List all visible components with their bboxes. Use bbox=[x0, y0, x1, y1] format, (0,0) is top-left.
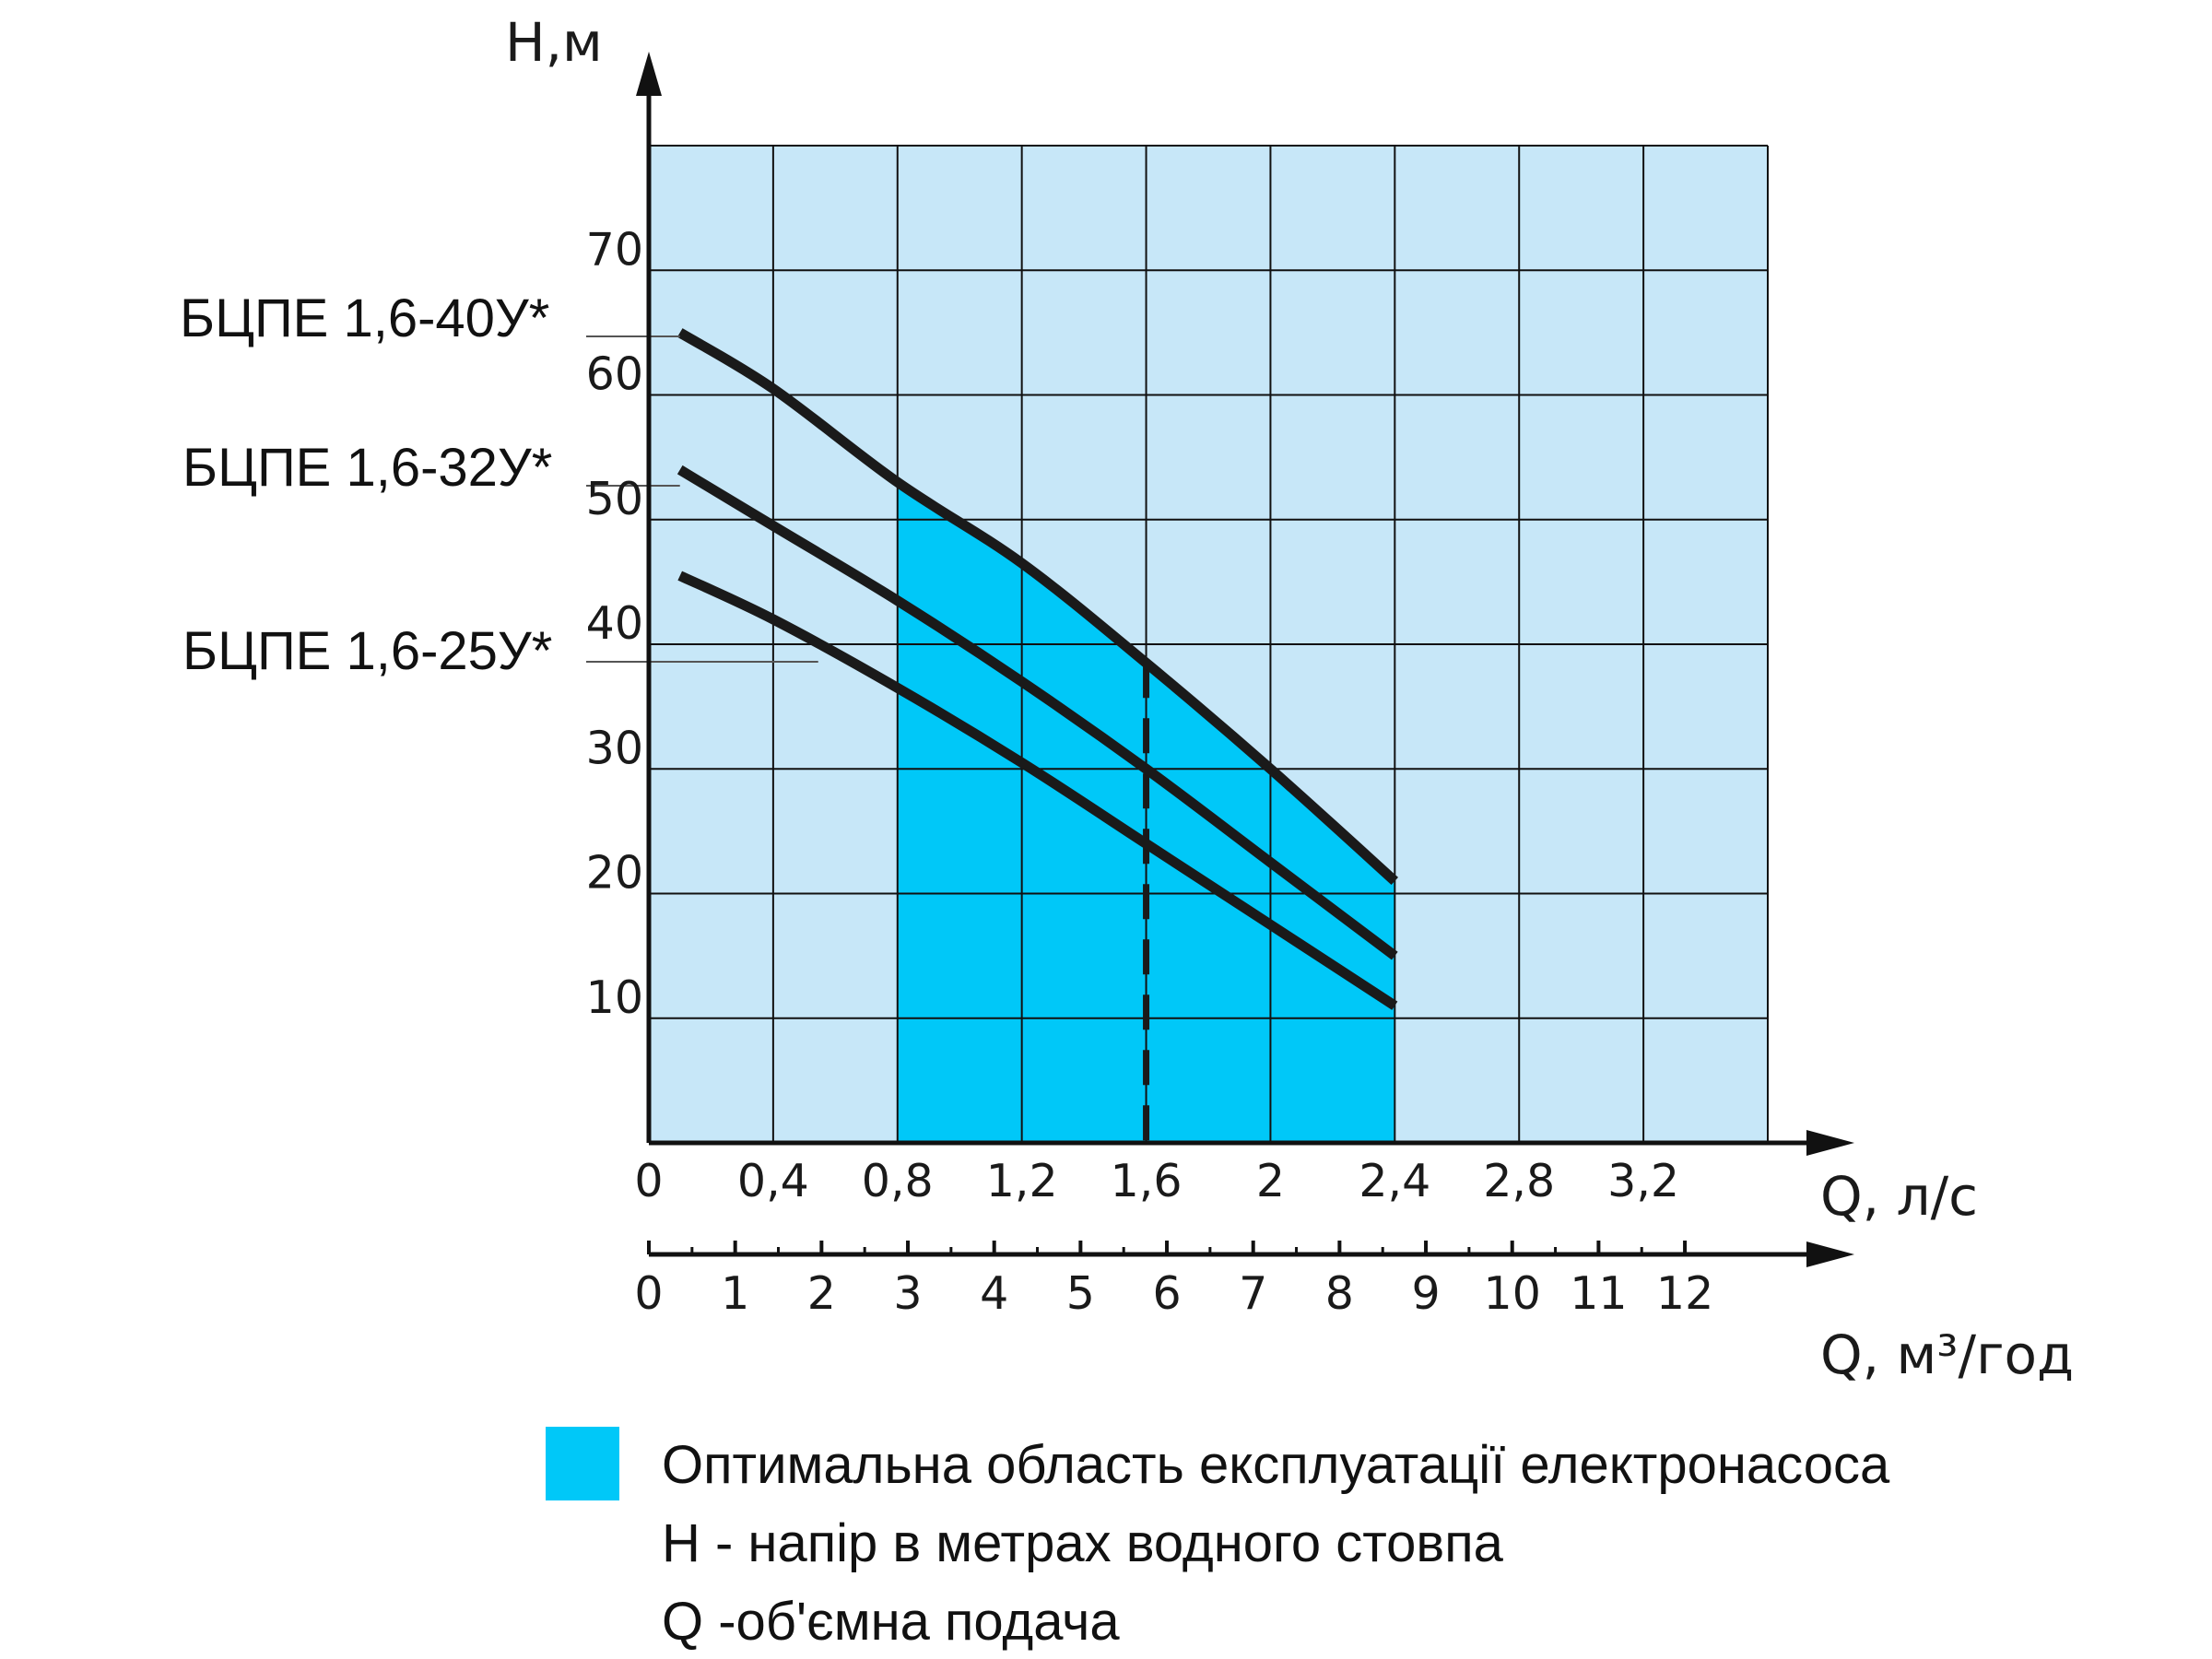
x-tick-label: 2 bbox=[1256, 1155, 1285, 1207]
y-axis-arrow bbox=[636, 52, 662, 96]
y-axis-title: H,м bbox=[505, 11, 603, 74]
x-tick-label: 0,4 bbox=[737, 1155, 809, 1207]
y-tick-label: 30 bbox=[586, 722, 643, 774]
y-tick-label: 70 bbox=[586, 223, 643, 276]
series-label-32: БЦПЕ 1,6-32У* bbox=[182, 438, 552, 498]
series-curve-0 bbox=[677, 328, 1399, 886]
y-tick-label: 10 bbox=[586, 971, 643, 1024]
x-secondary-tick-label: 1 bbox=[721, 1267, 749, 1320]
x-secondary-tick-label: 12 bbox=[1656, 1267, 1713, 1320]
x-secondary-tick-label: 2 bbox=[807, 1267, 836, 1320]
chart-labels: H,м Q, л/с Q, м³/год БЦПЕ 1,6-40У* БЦПЕ … bbox=[180, 11, 2074, 1386]
y-tick-label: 50 bbox=[586, 473, 643, 525]
x-secondary-tick-label: 9 bbox=[1411, 1267, 1440, 1320]
x-tick-label: 2,4 bbox=[1359, 1155, 1430, 1207]
x-secondary-tick-label: 0 bbox=[634, 1267, 663, 1320]
x-secondary-tick-label: 8 bbox=[1325, 1267, 1354, 1320]
x-tick-label: 1,2 bbox=[986, 1155, 1058, 1207]
series-curve-1 bbox=[677, 465, 1398, 960]
x-tick-label: 2,8 bbox=[1483, 1155, 1555, 1207]
legend-h-note: H - напір в метрах водного стовпа bbox=[662, 1513, 1503, 1573]
x-secondary-tick-label: 5 bbox=[1066, 1267, 1095, 1320]
x-secondary-tick-label: 4 bbox=[980, 1267, 1008, 1320]
optimal-region-swatch bbox=[546, 1427, 619, 1500]
x-tick-label: 3,2 bbox=[1607, 1155, 1679, 1207]
series-label-25: БЦПЕ 1,6-25У* bbox=[182, 621, 552, 681]
x-axis-title: Q, л/с bbox=[1820, 1165, 1978, 1228]
x-secondary-tick-label: 7 bbox=[1239, 1267, 1267, 1320]
y-tick-label: 20 bbox=[586, 847, 643, 900]
x-tick-label: 1,6 bbox=[1111, 1155, 1182, 1207]
y-tick-label: 40 bbox=[586, 597, 643, 650]
x-secondary-tick-label: 3 bbox=[893, 1267, 922, 1320]
y-tick-label: 60 bbox=[586, 348, 643, 401]
x-secondary-tick-label: 6 bbox=[1152, 1267, 1181, 1320]
x-axis-arrow bbox=[1806, 1130, 1854, 1156]
x-secondary-tick-label: 11 bbox=[1570, 1267, 1627, 1320]
series-label-40: БЦПЕ 1,6-40У* bbox=[180, 288, 549, 348]
x-secondary-axis-title: Q, м³/год bbox=[1820, 1324, 2074, 1386]
series-curve-2 bbox=[677, 571, 1398, 1010]
legend-q-note: Q -об'ємна подача bbox=[662, 1592, 1120, 1652]
legend-optimal-label: Оптимальна область експлуатації електрон… bbox=[662, 1435, 1890, 1495]
chart-curves bbox=[677, 328, 1399, 1143]
x-secondary-tick-label: 10 bbox=[1484, 1267, 1541, 1320]
x-secondary-axis-arrow bbox=[1806, 1241, 1854, 1267]
x-tick-label: 0 bbox=[634, 1155, 663, 1207]
x-tick-label: 0,8 bbox=[862, 1155, 934, 1207]
